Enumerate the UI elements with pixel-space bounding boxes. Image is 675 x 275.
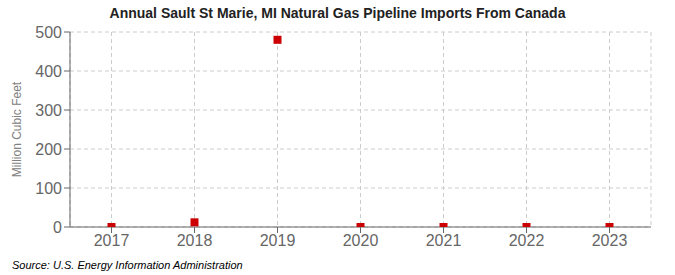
svg-text:2019: 2019	[260, 232, 296, 249]
svg-text:2022: 2022	[509, 232, 545, 249]
svg-text:2023: 2023	[592, 232, 628, 249]
svg-text:400: 400	[35, 63, 62, 80]
svg-text:200: 200	[35, 141, 62, 158]
svg-text:Million Cubic Feet: Million Cubic Feet	[10, 81, 24, 177]
svg-text:2018: 2018	[177, 232, 213, 249]
html-text:Source: U.S. Energy Informatio: Source: U.S. Energy Information Administ…	[12, 259, 243, 271]
svg-text:2021: 2021	[426, 232, 462, 249]
svg-text:2017: 2017	[94, 232, 130, 249]
html-text:Annual Sault St Marie, MI Natu: Annual Sault St Marie, MI Natural Gas Pi…	[109, 5, 566, 21]
svg-text:500: 500	[35, 26, 62, 41]
svg-text:100: 100	[35, 180, 62, 197]
svg-text:300: 300	[35, 102, 62, 119]
svg-text:0: 0	[53, 219, 62, 236]
svg-text:2020: 2020	[343, 232, 379, 249]
